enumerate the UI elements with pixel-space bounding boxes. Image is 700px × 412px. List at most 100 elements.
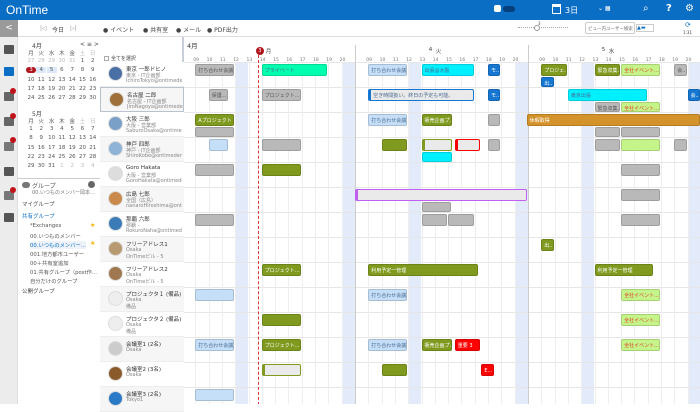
person-name[interactable]: 大阪 三郎 <box>126 117 150 123</box>
select-all-checkbox[interactable] <box>104 56 109 61</box>
day-cell[interactable]: 8 <box>29 135 33 142</box>
day-cell[interactable]: 7 <box>70 67 74 74</box>
event-block[interactable]: 重要 3 <box>454 339 481 351</box>
event-block[interactable]: 出... <box>541 76 554 87</box>
event-block[interactable]: 会... <box>674 64 687 76</box>
event-block[interactable]: 打ち合わせ会議 <box>368 114 408 126</box>
person-row[interactable]: Goro Hakata 大阪 - 営業部GoroHakata@ontimedemo… <box>100 162 184 187</box>
mail-button[interactable]: ● メール <box>176 27 202 34</box>
day-cell[interactable]: 2 <box>91 58 95 64</box>
day-cell[interactable]: 4 <box>36 67 47 74</box>
event-block[interactable] <box>488 139 501 151</box>
person-name[interactable]: 神戸 四郎 <box>126 142 150 148</box>
day-cell[interactable]: 25 <box>58 153 66 160</box>
day-cell[interactable]: 1 <box>60 163 64 170</box>
event-block[interactable]: 緊急収集... <box>594 64 621 76</box>
event-block[interactable] <box>381 364 408 376</box>
day-cell[interactable]: 1 <box>80 58 85 64</box>
person-row[interactable]: フリーアドレス1 Osaka OnTimeビル - 5 <box>100 237 184 262</box>
day-cell[interactable]: 2 <box>70 163 74 170</box>
person-name[interactable]: プロジェクタ１ (備品) <box>126 292 182 298</box>
event-block[interactable] <box>261 139 301 151</box>
event-block[interactable]: 全社イベント... <box>621 101 660 112</box>
person-name[interactable]: 会議室3 (2名) <box>126 392 162 398</box>
day-cell[interactable]: 4 <box>60 126 64 132</box>
event-block[interactable]: 空き時間扱い。終日の予定も可能。 <box>368 89 474 101</box>
day-cell[interactable]: 11 <box>58 135 66 142</box>
section-my-groups[interactable]: マイグループ <box>22 202 55 208</box>
day-cell[interactable]: 19 <box>48 85 56 92</box>
day-cell[interactable]: 29 <box>79 95 86 102</box>
view-dropdown-icon[interactable]: ⌄ ▦ <box>598 5 611 12</box>
help-icon[interactable]: ? <box>666 3 672 14</box>
day-cell[interactable]: 29 <box>27 163 35 170</box>
event-block[interactable]: 利用予定一管理 <box>594 264 654 276</box>
person-name[interactable]: 会議室2 (3名) <box>126 367 162 373</box>
day-cell[interactable]: 3 <box>49 126 54 132</box>
share-icon[interactable] <box>4 142 14 151</box>
day-cell[interactable]: 27 <box>58 95 66 102</box>
settings-icon[interactable]: ⚙ <box>685 3 694 14</box>
event-block[interactable] <box>261 314 301 326</box>
day-cell[interactable]: 14 <box>89 135 97 142</box>
day-cell[interactable]: 1 <box>29 126 33 132</box>
group-item[interactable]: *Exchanges <box>30 223 62 229</box>
day-cell[interactable]: 7 <box>91 126 95 132</box>
person-row[interactable]: プロジェクタ１ (備品) Osaka 備品 <box>100 287 184 312</box>
event-block[interactable]: 利用予定一管理 <box>368 264 478 276</box>
day-cell[interactable]: 27 <box>79 153 86 160</box>
event-block[interactable] <box>421 151 453 162</box>
day-cell[interactable]: 6 <box>80 126 85 132</box>
pdf-button[interactable]: ● PDF出力 <box>207 27 238 34</box>
event-block[interactable]: 休暇取得 <box>526 114 700 126</box>
add-group-icon[interactable] <box>88 181 95 188</box>
calendar-view-icon[interactable] <box>4 45 14 54</box>
day-cell[interactable]: 24 <box>48 153 56 160</box>
day-cell[interactable]: 28 <box>37 58 45 64</box>
day-cell[interactable]: 13 <box>79 135 86 142</box>
event-block[interactable]: 販売企画プ... <box>421 114 453 126</box>
event-block[interactable]: 全社イベント... <box>621 64 660 76</box>
day-cell[interactable]: 16 <box>37 144 45 151</box>
month-nav[interactable]: < ≡ > <box>80 41 99 48</box>
day-cell[interactable]: 24 <box>27 95 35 102</box>
event-block[interactable] <box>195 389 235 401</box>
event-block[interactable] <box>195 126 235 137</box>
event-block[interactable] <box>195 164 235 176</box>
event-block[interactable] <box>421 139 453 151</box>
day-cell[interactable]: 27 <box>27 58 35 64</box>
event-block[interactable]: プライベート <box>261 64 328 76</box>
collapse-sidebar-button[interactable]: < <box>0 20 18 37</box>
event-block[interactable]: 全社イベント... <box>621 289 660 301</box>
day-cell[interactable]: 21 <box>68 85 76 92</box>
day-cell[interactable]: 8 <box>80 67 85 74</box>
event-block[interactable]: 全社イベント... <box>621 339 660 351</box>
person-row[interactable]: 会議室2 (3名) Osaka <box>100 362 184 387</box>
day-cell[interactable]: 13 <box>58 76 66 83</box>
event-block[interactable] <box>621 126 660 137</box>
event-block[interactable] <box>674 139 687 151</box>
day-cell[interactable]: 17 <box>48 144 56 151</box>
day-cell[interactable]: 5 <box>70 126 74 132</box>
event-block[interactable] <box>195 214 235 226</box>
star-icon[interactable]: ★ <box>90 222 96 229</box>
day-cell[interactable]: 9 <box>39 135 44 142</box>
event-block[interactable]: 打ち合わせ会議 <box>195 64 235 76</box>
new-event-button[interactable]: ● イベント <box>103 27 135 34</box>
event-block[interactable]: E... <box>481 364 494 376</box>
group-item[interactable]: 01.共有グループ（post作... <box>30 270 97 276</box>
day-cell[interactable]: 30 <box>89 95 97 102</box>
group-item[interactable]: 001.地方都市ユーザー <box>30 252 85 258</box>
day-cell[interactable]: 22 <box>27 153 35 160</box>
event-block[interactable] <box>454 139 481 151</box>
person-row[interactable]: フリーアドレス2 Osaka OnTimeビル - 5 <box>100 262 184 287</box>
event-block[interactable]: 打ち合わせ会議 <box>368 339 408 351</box>
day-cell[interactable]: 26 <box>68 153 76 160</box>
event-block[interactable] <box>621 164 660 176</box>
day-cell[interactable]: 25 <box>37 95 45 102</box>
day-cell[interactable]: 10 <box>48 135 56 142</box>
day-cell[interactable]: 15 <box>27 144 35 151</box>
section-shared-groups[interactable]: 共有グループ <box>22 214 55 220</box>
group-item[interactable]: 00＋共有室追加 <box>30 261 69 267</box>
